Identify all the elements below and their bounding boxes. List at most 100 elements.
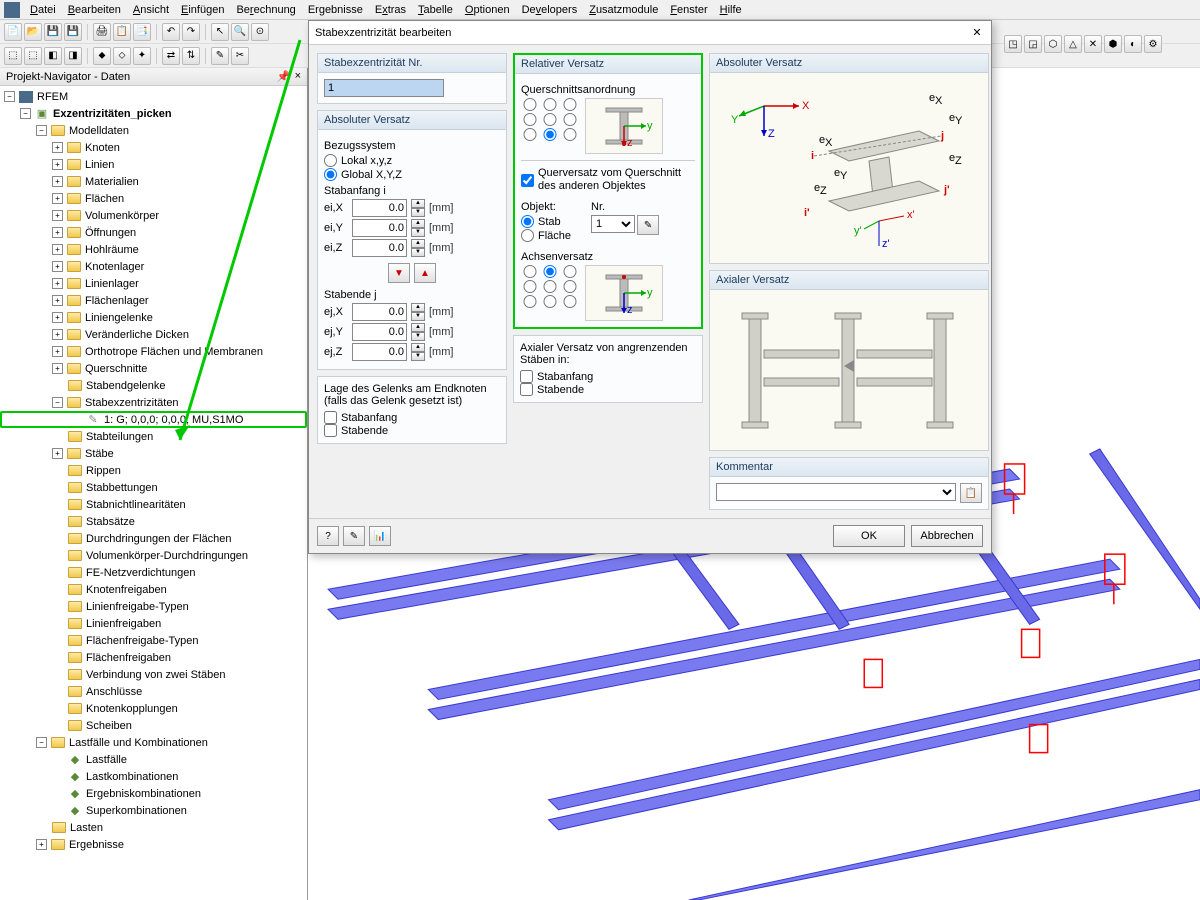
tbr-icon[interactable]: ◲ (1024, 35, 1042, 53)
menu-ergebnisse[interactable]: Ergebnisse (302, 2, 369, 18)
tree-item[interactable]: Stabbettungen (0, 479, 307, 496)
menu-optionen[interactable]: Optionen (459, 2, 516, 18)
menu-berechnung[interactable]: Berechnung (230, 2, 301, 18)
tb2-icon[interactable]: ✂ (231, 47, 249, 65)
edit-button[interactable]: ✎ (343, 526, 365, 546)
eiy-input[interactable] (352, 219, 407, 237)
close-icon[interactable]: ✕ (969, 25, 985, 41)
tree-item[interactable]: ◆Lastkombinationen (0, 768, 307, 785)
cb-ax-stabende[interactable] (520, 383, 533, 396)
tree-item[interactable]: Scheiben (0, 717, 307, 734)
tb-zoomfit-icon[interactable]: ⊙ (251, 23, 269, 41)
navigator-tree[interactable]: −RFEM−▣Exzentrizitäten_picken−Modelldate… (0, 86, 307, 900)
dialog-titlebar[interactable]: Stabexzentrizität bearbeiten ✕ (309, 21, 991, 45)
tree-item[interactable]: Knotenfreigaben (0, 581, 307, 598)
tree-item[interactable]: Stabnichtlinearitäten (0, 496, 307, 513)
tree-item[interactable]: Knotenkopplungen (0, 700, 307, 717)
tb-open-icon[interactable]: 📂 (24, 23, 42, 41)
menu-tabelle[interactable]: Tabelle (412, 2, 459, 18)
tree-item[interactable]: +Veränderliche Dicken (0, 326, 307, 343)
menu-extras[interactable]: Extras (369, 2, 412, 18)
tbr-icon[interactable]: ✕ (1084, 35, 1102, 53)
radio-global[interactable] (324, 168, 337, 181)
tree-item[interactable]: ◆Ergebniskombinationen (0, 785, 307, 802)
cb-stabende[interactable] (324, 424, 337, 437)
tbr-icon[interactable]: ⬢ (1104, 35, 1122, 53)
tree-item[interactable]: +Hohlräume (0, 241, 307, 258)
tb2-icon[interactable]: ⬚ (24, 47, 42, 65)
menu-ansicht[interactable]: Ansicht (127, 2, 175, 18)
menu-einfuegen[interactable]: Einfügen (175, 2, 230, 18)
ejz-input[interactable] (352, 343, 407, 361)
tb-new-icon[interactable]: 📄 (4, 23, 22, 41)
tree-item[interactable]: −Stabexzentrizitäten (0, 394, 307, 411)
kommentar-button[interactable]: 📋 (960, 483, 982, 503)
tb-cursor-icon[interactable]: ↖ (211, 23, 229, 41)
tree-item[interactable]: ◆Superkombinationen (0, 802, 307, 819)
tb2-icon[interactable]: ◨ (64, 47, 82, 65)
down-button[interactable]: ▼ (388, 263, 410, 283)
querschnitt-grid[interactable] (521, 98, 579, 141)
spinner[interactable]: ▲▼ (411, 323, 425, 341)
eiz-input[interactable] (352, 239, 407, 257)
tree-item[interactable]: −Lastfälle und Kombinationen (0, 734, 307, 751)
tree-item[interactable]: Linienfreigabe-Typen (0, 598, 307, 615)
tree-item[interactable]: +Knotenlager (0, 258, 307, 275)
tbr-icon[interactable]: ◐ (1124, 35, 1142, 53)
spinner[interactable]: ▲▼ (411, 239, 425, 257)
tree-item[interactable]: −Modelldaten (0, 122, 307, 139)
tree-item[interactable]: Rippen (0, 462, 307, 479)
tb-undo-icon[interactable]: ↶ (162, 23, 180, 41)
spinner[interactable]: ▲▼ (411, 199, 425, 217)
eix-input[interactable] (352, 199, 407, 217)
tree-item[interactable]: ✎1: G; 0,0,0; 0,0,0; MU,S1MO (0, 411, 307, 428)
tree-item[interactable]: Verbindung von zwei Stäben (0, 666, 307, 683)
tree-item[interactable]: +Querschnitte (0, 360, 307, 377)
tree-item[interactable]: Flächenfreigaben (0, 649, 307, 666)
tb2-icon[interactable]: ⬦ (113, 47, 131, 65)
ok-button[interactable]: OK (833, 525, 905, 547)
tree-item[interactable]: −▣Exzentrizitäten_picken (0, 105, 307, 122)
tbr-icon[interactable]: ⬡ (1044, 35, 1062, 53)
tb2-icon[interactable]: ⇅ (182, 47, 200, 65)
menu-bearbeiten[interactable]: Bearbeiten (62, 2, 127, 18)
tbr-icon[interactable]: ⚙ (1144, 35, 1162, 53)
pin-icon[interactable]: 📌 (277, 70, 291, 83)
tb-saveall-icon[interactable]: 💾 (64, 23, 82, 41)
tree-item[interactable]: Stabsätze (0, 513, 307, 530)
tree-item[interactable]: Stabendgelenke (0, 377, 307, 394)
tree-item[interactable]: +Ergebnisse (0, 836, 307, 853)
menu-zusatzmodule[interactable]: Zusatzmodule (583, 2, 664, 18)
radio-stab[interactable] (521, 215, 534, 228)
tree-item[interactable]: +Liniengelenke (0, 309, 307, 326)
cb-ax-stabanfang[interactable] (520, 370, 533, 383)
tree-item[interactable]: +Linienlager (0, 275, 307, 292)
tb-redo-icon[interactable]: ↷ (182, 23, 200, 41)
tb2-icon[interactable]: ✎ (211, 47, 229, 65)
tb2-icon[interactable]: ⬚ (4, 47, 22, 65)
tree-item[interactable]: Durchdringungen der Flächen (0, 530, 307, 547)
nr-combo[interactable]: 1 (591, 215, 635, 233)
radio-lokal[interactable] (324, 154, 337, 167)
tree-item[interactable]: +Öffnungen (0, 224, 307, 241)
pick-button[interactable]: ✎ (637, 215, 659, 235)
achsen-grid[interactable] (521, 265, 579, 308)
kommentar-combo[interactable] (716, 483, 956, 501)
cb-querversatz[interactable] (521, 174, 534, 187)
spinner[interactable]: ▲▼ (411, 343, 425, 361)
tree-item[interactable]: +Knoten (0, 139, 307, 156)
tree-item[interactable]: +Linien (0, 156, 307, 173)
tb-copy-icon[interactable]: 📑 (133, 23, 151, 41)
tb2-icon[interactable]: ◧ (44, 47, 62, 65)
spinner[interactable]: ▲▼ (411, 303, 425, 321)
tree-item[interactable]: +Volumenkörper (0, 207, 307, 224)
tree-item[interactable]: +Flächenlager (0, 292, 307, 309)
tree-item[interactable]: Linienfreigaben (0, 615, 307, 632)
tree-item[interactable]: Stabteilungen (0, 428, 307, 445)
tree-item[interactable]: Flächenfreigabe-Typen (0, 632, 307, 649)
menu-developers[interactable]: Developers (516, 2, 584, 18)
tree-item[interactable]: FE-Netzverdichtungen (0, 564, 307, 581)
tb-doc-icon[interactable]: 📋 (113, 23, 131, 41)
tree-item[interactable]: +Materialien (0, 173, 307, 190)
up-button[interactable]: ▲ (414, 263, 436, 283)
